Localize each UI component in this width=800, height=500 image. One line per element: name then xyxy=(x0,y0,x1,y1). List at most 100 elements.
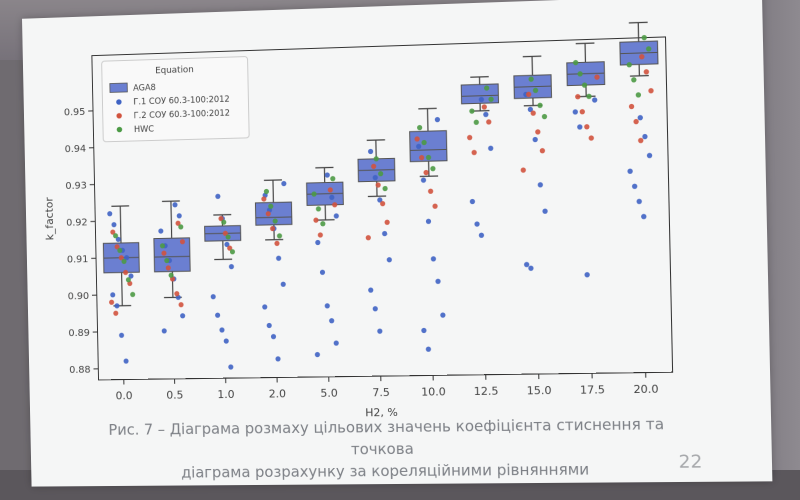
box-1.0 xyxy=(205,226,241,242)
strip-point-Г.1 СОУ 60.3-100:2012 xyxy=(425,218,432,225)
strip-point-Г.1 СОУ 60.3-100:2012 xyxy=(162,243,168,249)
box-whisker xyxy=(122,273,123,306)
strip-point-HWC xyxy=(315,206,322,212)
box-whisker xyxy=(120,206,121,243)
legend-title: Equation xyxy=(155,65,194,76)
strip-point-Г.2 СОУ 60.3-100:2012 xyxy=(366,235,372,241)
strip-point-Г.2 СОУ 60.3-100:2012 xyxy=(218,215,224,222)
strip-point-HWC xyxy=(382,186,388,192)
legend-marker xyxy=(110,83,128,92)
strip-point-Г.2 СОУ 60.3-100:2012 xyxy=(384,219,390,225)
strip-point-Г.2 СОУ 60.3-100:2012 xyxy=(375,182,381,188)
x-tick-label: 1.0 xyxy=(217,388,234,401)
legend-label: HWC xyxy=(134,124,154,135)
strip-point-Г.1 СОУ 60.3-100:2012 xyxy=(228,264,235,270)
strip-point-HWC xyxy=(164,257,170,264)
strip-point-Г.1 СОУ 60.3-100:2012 xyxy=(478,232,485,238)
strip-point-Г.1 СОУ 60.3-100:2012 xyxy=(158,228,164,234)
strip-point-Г.1 СОУ 60.3-100:2012 xyxy=(266,207,273,213)
slide-page-number: 22 xyxy=(678,451,703,473)
y-tick-label: 0.91 xyxy=(67,254,89,265)
legend-label: Г.2 СОУ 60.3-100:2012 xyxy=(134,108,231,121)
strip-point-Г.1 СОУ 60.3-100:2012 xyxy=(176,213,182,219)
box-0.5 xyxy=(154,238,190,272)
strip-point-Г.2 СОУ 60.3-100:2012 xyxy=(274,240,280,247)
strip-point-HWC xyxy=(483,85,490,91)
strip-point-Г.1 СОУ 60.3-100:2012 xyxy=(425,346,432,352)
legend-label: AGA8 xyxy=(133,82,156,93)
strip-point-Г.1 СОУ 60.3-100:2012 xyxy=(434,116,441,123)
strip-point-Г.1 СОУ 60.3-100:2012 xyxy=(262,192,268,198)
strip-point-Г.1 СОУ 60.3-100:2012 xyxy=(111,222,117,228)
strip-point-HWC xyxy=(168,272,174,278)
strip-point-Г.1 СОУ 60.3-100:2012 xyxy=(171,276,177,282)
strip-point-Г.2 СОУ 60.3-100:2012 xyxy=(169,276,176,282)
strip-point-Г.1 СОУ 60.3-100:2012 xyxy=(373,175,379,181)
strip-point-Г.1 СОУ 60.3-100:2012 xyxy=(329,318,335,324)
caption-line-1: Рис. 7 – Діаграма розмаху цільових значе… xyxy=(108,415,665,459)
strip-point-Г.1 СОУ 60.3-100:2012 xyxy=(270,333,277,340)
strip-point-HWC xyxy=(272,218,278,224)
x-axis-label: H2, % xyxy=(365,406,398,420)
box-5.0 xyxy=(307,182,344,205)
box-whisker xyxy=(171,201,172,238)
x-tick-label: 12.5 xyxy=(474,385,499,399)
strip-point-Г.1 СОУ 60.3-100:2012 xyxy=(223,338,229,344)
strip-point-Г.1 СОУ 60.3-100:2012 xyxy=(215,193,221,199)
strip-point-Г.2 СОУ 60.3-100:2012 xyxy=(222,230,228,236)
strip-point-HWC xyxy=(488,96,494,102)
presentation-slide: 0.88 0.89 0.90 0.91 0.92 0.93 0.94 0.95 0.0 0.5 1.… xyxy=(22,0,773,487)
box-median xyxy=(358,169,395,172)
strip-point-HWC xyxy=(430,165,436,172)
strip-point-Г.2 СОУ 60.3-100:2012 xyxy=(471,149,477,156)
strip-point-Г.2 СОУ 60.3-100:2012 xyxy=(371,163,377,170)
strip-point-Г.2 СОУ 60.3-100:2012 xyxy=(165,265,171,271)
y-tick-label: 0.95 xyxy=(64,107,86,119)
strip-point-HWC xyxy=(320,221,326,227)
box-whisker-cap xyxy=(418,108,436,109)
strip-point-Г.1 СОУ 60.3-100:2012 xyxy=(377,197,383,203)
strip-point-HWC xyxy=(225,234,231,240)
legend-box xyxy=(102,57,250,142)
strip-point-Г.1 СОУ 60.3-100:2012 xyxy=(324,172,330,178)
strip-point-Г.1 СОУ 60.3-100:2012 xyxy=(474,221,480,227)
strip-point-Г.1 СОУ 60.3-100:2012 xyxy=(324,303,330,309)
box-15.0 xyxy=(514,75,552,99)
strip-point-Г.1 СОУ 60.3-100:2012 xyxy=(219,327,225,333)
strip-point-HWC xyxy=(276,233,283,239)
strip-point-Г.2 СОУ 60.3-100:2012 xyxy=(175,220,181,226)
x-tick-label: 2.0 xyxy=(269,387,287,400)
legend-label: Г.1 СОУ 60.3-100:2012 xyxy=(133,94,230,107)
strip-point-Г.1 СОУ 60.3-100:2012 xyxy=(435,278,441,284)
strip-point-Г.1 СОУ 60.3-100:2012 xyxy=(276,255,282,261)
strip-point-Г.1 СОУ 60.3-100:2012 xyxy=(275,356,281,362)
strip-point-Г.2 СОУ 60.3-100:2012 xyxy=(110,229,116,235)
strip-point-Г.1 СОУ 60.3-100:2012 xyxy=(319,269,326,275)
strip-point-HWC xyxy=(112,233,119,239)
box-whisker-cap xyxy=(576,43,595,44)
box-20.0 xyxy=(620,41,658,65)
y-tick-label: 0.89 xyxy=(68,328,90,339)
x-tick-label: 20.0 xyxy=(633,382,659,396)
chart-container: 0.88 0.89 0.90 0.91 0.92 0.93 0.94 0.95 0.0 0.5 1.… xyxy=(22,0,772,487)
strip-point-HWC xyxy=(159,243,166,249)
strip-point-Г.1 СОУ 60.3-100:2012 xyxy=(107,211,113,217)
strip-point-Г.1 СОУ 60.3-100:2012 xyxy=(333,213,339,219)
y-tick-label: 0.93 xyxy=(65,181,87,192)
strip-point-Г.1 СОУ 60.3-100:2012 xyxy=(333,340,339,346)
box-whisker-cap xyxy=(470,77,488,78)
strip-point-Г.2 СОУ 60.3-100:2012 xyxy=(227,245,233,251)
strip-point-Г.1 СОУ 60.3-100:2012 xyxy=(368,287,374,294)
strip-point-Г.1 СОУ 60.3-100:2012 xyxy=(262,304,268,310)
strip-point-Г.1 СОУ 60.3-100:2012 xyxy=(172,202,178,208)
strip-point-Г.1 СОУ 60.3-100:2012 xyxy=(315,239,321,246)
strip-point-Г.2 СОУ 60.3-100:2012 xyxy=(313,217,319,223)
legend-marker xyxy=(116,99,122,105)
x-tick-label: 15.0 xyxy=(527,384,552,398)
strip-point-Г.1 СОУ 60.3-100:2012 xyxy=(478,96,485,103)
x-tick-label: 0.0 xyxy=(116,389,133,402)
strip-point-HWC xyxy=(425,154,432,161)
y-axis-label: k_factor xyxy=(43,197,57,241)
strip-point-HWC xyxy=(373,156,380,162)
strip-point-Г.2 СОУ 60.3-100:2012 xyxy=(413,136,419,142)
